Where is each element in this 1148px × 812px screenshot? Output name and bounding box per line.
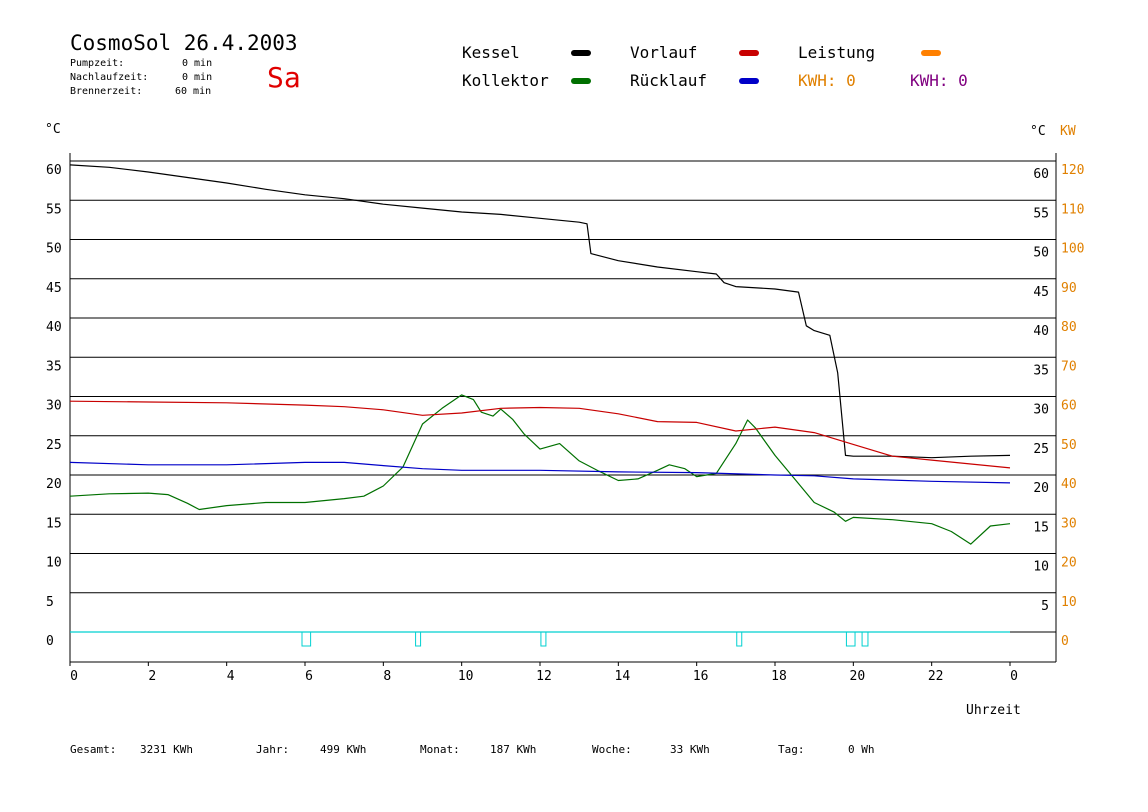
- month-value: 187 KWh: [490, 743, 537, 756]
- x-tick-label: 6: [305, 669, 313, 684]
- x-tick-label: 16: [693, 669, 709, 684]
- week-value: 33 KWh: [670, 743, 710, 756]
- x-tick-label: 20: [850, 669, 866, 684]
- pump-run-marker: [861, 631, 869, 647]
- y-tick-label-power: 110: [1061, 202, 1084, 217]
- y-tick-label-right: 45: [1033, 285, 1049, 300]
- total-value: 3231 KWh: [140, 743, 193, 756]
- day-label: Tag:: [778, 743, 805, 756]
- legend-vorlauf-label: Vorlauf: [630, 43, 698, 62]
- pump-run-marker: [845, 631, 856, 647]
- y-tick-label-left: 35: [46, 359, 62, 374]
- year-label: Jahr:: [256, 743, 290, 756]
- x-tick-label: 10: [458, 669, 474, 684]
- month-label: Monat:: [420, 743, 460, 756]
- y-tick-label-power: 50: [1061, 438, 1077, 453]
- brenner-time-label: Brennerzeit:: [70, 86, 143, 97]
- page-title: CosmoSol 26.4.2003: [70, 31, 298, 55]
- brenner-time-value: 60 min: [175, 86, 212, 97]
- x-tick-label: 0: [1010, 669, 1018, 684]
- y-axis-unit-right: °C: [1030, 124, 1046, 139]
- y-tick-label-power: 30: [1061, 516, 1077, 531]
- pump-time-label: Pumpzeit:: [70, 58, 125, 69]
- pump-run-marker: [540, 631, 547, 647]
- y-tick-label-left: 40: [46, 320, 62, 335]
- legend-kollektor-label: Kollektor: [462, 71, 549, 90]
- series-line-ruecklauf: [69, 461, 1011, 484]
- y-tick-label-left: 20: [46, 477, 62, 492]
- y-tick-label-power: 90: [1061, 281, 1077, 296]
- x-axis-label: Uhrzeit: [966, 703, 1021, 718]
- legend-kollektor-swatch: [571, 78, 591, 84]
- x-tick-label: 22: [928, 669, 944, 684]
- y-tick-label-left: 5: [46, 595, 54, 610]
- y-tick-label-left: 25: [46, 438, 62, 453]
- series-line-kessel: [69, 164, 1011, 459]
- y-tick-label-power: 0: [1061, 634, 1069, 649]
- pump-run-marker: [415, 631, 422, 647]
- y-tick-label-power: 70: [1061, 359, 1077, 374]
- y-tick-label-left: 0: [46, 634, 54, 649]
- pump-run-marker: [301, 631, 312, 647]
- y-tick-label-power: 120: [1061, 163, 1084, 178]
- year-value: 499 KWh: [320, 743, 367, 756]
- x-tick-label: 0: [70, 669, 78, 684]
- y-tick-label-right: 5: [1041, 599, 1049, 614]
- pump-time-value: 0 min: [182, 58, 213, 69]
- nachlauf-time-label: Nachlaufzeit:: [70, 72, 149, 83]
- legend-kessel-label: Kessel: [462, 43, 520, 62]
- legend-ruecklauf-label: Rücklauf: [630, 71, 708, 90]
- pump-run-marker: [736, 631, 743, 647]
- series-line-vorlauf: [69, 400, 1011, 469]
- x-tick-label: 14: [615, 669, 631, 684]
- y-tick-label-left: 45: [46, 281, 62, 296]
- y-tick-label-right: 10: [1033, 560, 1049, 575]
- y-tick-label-power: 80: [1061, 320, 1077, 335]
- legend-ruecklauf-swatch: [739, 78, 759, 84]
- y-axis-unit-power: KW: [1060, 124, 1076, 139]
- y-tick-label-power: 60: [1061, 399, 1077, 414]
- legend-leistung-label: Leistung: [798, 43, 876, 62]
- x-tick-label: 2: [148, 669, 156, 684]
- y-tick-label-left: 55: [46, 202, 62, 217]
- x-tick-label: 4: [227, 669, 235, 684]
- legend-vorlauf-swatch: [739, 50, 759, 56]
- y-tick-label-power: 20: [1061, 556, 1077, 571]
- y-tick-label-right: 50: [1033, 246, 1049, 261]
- y-tick-label-right: 60: [1033, 167, 1049, 182]
- y-axis-unit-left: °C: [45, 122, 61, 137]
- y-tick-label-left: 15: [46, 516, 62, 531]
- y-tick-label-right: 15: [1033, 520, 1049, 535]
- y-tick-label-left: 50: [46, 242, 62, 257]
- x-tick-label: 18: [771, 669, 787, 684]
- y-tick-label-right: 40: [1033, 324, 1049, 339]
- series-line-kollektor: [69, 394, 1011, 545]
- x-tick-label: 8: [383, 669, 391, 684]
- x-tick-label: 12: [536, 669, 552, 684]
- y-tick-label-right: 35: [1033, 363, 1049, 378]
- y-tick-label-left: 30: [46, 399, 62, 414]
- y-tick-label-power: 100: [1061, 242, 1084, 257]
- y-tick-label-right: 55: [1033, 206, 1049, 221]
- y-tick-label-power: 10: [1061, 595, 1077, 610]
- week-label: Woche:: [592, 743, 632, 756]
- y-tick-label-right: 20: [1033, 481, 1049, 496]
- nachlauf-time-value: 0 min: [182, 72, 213, 83]
- day-value: 0 Wh: [848, 743, 875, 756]
- y-tick-label-left: 10: [46, 556, 62, 571]
- legend-kwh-purple: KWH: 0: [910, 71, 968, 90]
- weekday-label: Sa: [267, 61, 301, 94]
- total-label: Gesamt:: [70, 743, 117, 756]
- y-tick-label-right: 25: [1033, 442, 1049, 457]
- y-tick-label-left: 60: [46, 163, 62, 178]
- y-tick-label-right: 30: [1033, 403, 1049, 418]
- legend-leistung-swatch: [921, 50, 941, 56]
- legend-kwh-orange: KWH: 0: [798, 71, 856, 90]
- legend-kessel-swatch: [571, 50, 591, 56]
- y-tick-label-power: 40: [1061, 477, 1077, 492]
